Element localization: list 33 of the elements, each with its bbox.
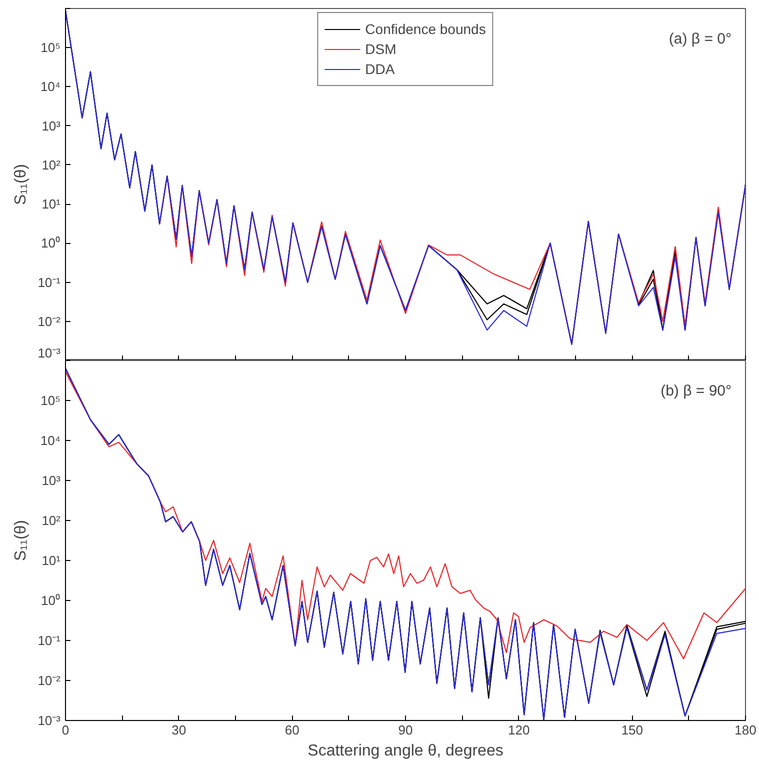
y-tick-label: 10⁴ — [40, 433, 60, 448]
x-axis-title: Scattering angle θ, degrees — [308, 742, 504, 760]
x-tick-label: 180 — [734, 722, 756, 738]
y-tick-label: 10² — [42, 513, 62, 528]
y-tick-label: 10³ — [42, 118, 62, 134]
x-tick-label: 30 — [172, 722, 186, 738]
x-tick-label: 90 — [398, 722, 413, 738]
y-tick-label: 10³ — [42, 473, 62, 488]
x-tick-label: 150 — [621, 722, 644, 738]
y-tick-label: 10¹ — [42, 553, 62, 568]
y-axis-title: S₁₁(θ) — [12, 164, 30, 206]
y-tick-label: 10⁰ — [41, 593, 61, 608]
annotation: (b) β = 90° — [660, 382, 732, 400]
y-tick-label: 10⁻² — [38, 673, 62, 688]
y-tick-label: 10⁻³ — [38, 346, 62, 360]
y-tick-label: 10⁻² — [38, 314, 62, 329]
y-tick-label: 10⁰ — [41, 236, 61, 251]
legend-label: DDA — [365, 61, 395, 77]
legend-label: DSM — [365, 41, 396, 57]
y-tick-label: 10² — [42, 157, 62, 172]
y-tick-label: 10¹ — [42, 196, 62, 212]
legend-label: Confidence bounds — [365, 21, 486, 37]
y-tick-label: 10⁵ — [40, 393, 61, 408]
y-axis-title: S₁₁(θ) — [12, 520, 30, 562]
y-tick-label: 10⁻¹ — [38, 633, 62, 648]
annotation: (a) β = 0° — [668, 30, 732, 48]
y-tick-label: 10⁴ — [40, 79, 60, 94]
y-tick-label: 10⁻³ — [38, 713, 62, 728]
y-tick-label: 10⁵ — [40, 40, 61, 56]
y-tick-label: 10⁻¹ — [38, 274, 62, 290]
x-tick-label: 120 — [508, 722, 530, 738]
x-tick-label: 0 — [62, 722, 70, 738]
x-tick-label: 60 — [284, 722, 300, 738]
